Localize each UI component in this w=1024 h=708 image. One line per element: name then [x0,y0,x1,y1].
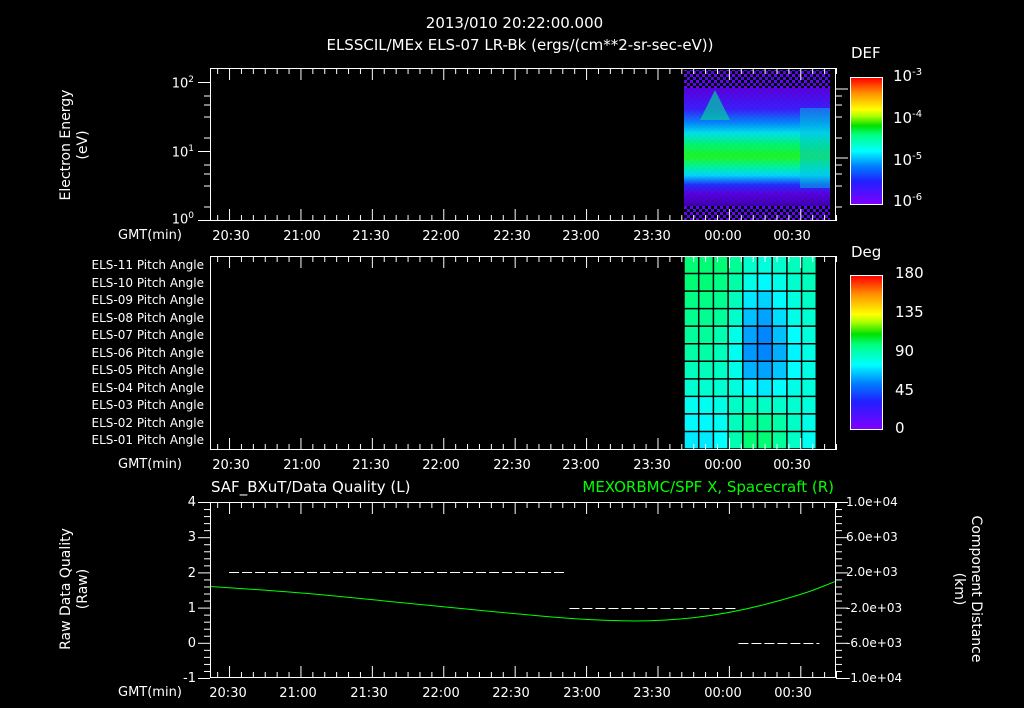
ytick-left-1: 1 [187,601,196,616]
ytick-left-neg1: -1 [183,671,196,686]
ytick-right-neg6e3: -6.0e+03 [846,636,903,650]
quality-ylabel-line2: (Raw) [75,568,91,610]
xtick-2300: 23:00 [562,229,600,244]
ytick-left-3: 3 [187,530,196,545]
deg-colorbar-tick-180: 180 [895,264,924,282]
line-xaxis-label: GMT(min) [118,685,182,700]
row-label-els-06: ELS-06 Pitch Angle [91,345,204,360]
def-colorbar-tick-1e-4: 10-4 [893,109,923,127]
energy-ylabel-line1: Electron Energy [58,89,74,201]
ytick-left-0: 0 [187,636,196,651]
deg-colorbar-tick-90: 90 [895,342,915,360]
xtick-2230: 22:30 [493,458,531,473]
pitch-angle-row-labels: ELS-11 Pitch Angle ELS-10 Pitch Angle EL… [40,256,204,449]
xtick-0030: 00:30 [773,229,811,244]
xtick-2100: 21:00 [279,686,317,701]
energy-ytick-100: 102 [171,75,194,92]
line-plot [209,572,837,644]
xtick-2330: 23:30 [633,229,671,244]
plot-timestamp: 2013/010 20:22:00.000 [425,14,604,32]
def-colorbar-tick-1e-3: 10-3 [893,67,923,85]
energy-xaxis-label: GMT(min) [118,228,182,243]
distance-ylabel-line2: (km) [951,572,967,606]
left-series-title: SAF_BXuT/Data Quality (L) [211,478,411,496]
quality-ylabel: Raw Data Quality (Raw) [58,509,92,669]
pitch-plot-frame [210,256,836,450]
def-colorbar-title: DEF [851,44,881,62]
xtick-2200: 22:00 [422,686,460,701]
plot-subtitle: ELSSCIL/MEx ELS-07 LR-Bk (ergs/(cm**2-sr… [326,36,714,54]
xtick-2130: 21:30 [350,686,388,701]
line-plot-ticks [198,502,848,679]
row-label-els-10: ELS-10 Pitch Angle [91,275,204,290]
ytick-right-2e3: 2.0e+03 [846,565,898,579]
xtick-2130: 21:30 [352,229,390,244]
xtick-2230: 22:30 [492,686,530,701]
energy-ylabel-line2: (eV) [75,130,91,160]
xtick-2300: 23:00 [562,458,600,473]
energy-yaxis-ticks [198,82,848,221]
ytick-right-1e4: 1.0e+04 [846,495,898,509]
xtick-2200: 22:00 [422,229,460,244]
row-label-els-08: ELS-08 Pitch Angle [91,310,204,325]
energy-plot-frame [210,68,836,221]
energy-spectrogram-plot [684,70,830,220]
xtick-2030: 20:30 [212,229,250,244]
energy-ytick-10: 101 [171,144,194,161]
def-colorbar-tick-1e-6: 10-6 [893,192,923,210]
xtick-2100: 21:00 [283,458,321,473]
def-colorbar-tick-1e-5: 10-5 [893,151,923,169]
xtick-2330: 23:30 [633,686,671,701]
xtick-2200: 22:00 [422,458,460,473]
pitch-xaxis-label: GMT(min) [118,457,182,472]
xtick-2030: 20:30 [212,458,250,473]
xtick-2130: 21:30 [352,458,390,473]
xtick-0000: 00:00 [704,686,742,701]
ytick-left-4: 4 [187,495,196,510]
row-label-els-02: ELS-02 Pitch Angle [91,415,204,430]
pitch-xaxis-ticks [217,256,837,450]
distance-ylabel: Component Distance (km) [950,504,984,674]
energy-ylabel: Electron Energy (eV) [58,60,92,230]
xtick-0030: 00:30 [773,458,811,473]
row-label-els-09: ELS-09 Pitch Angle [91,293,204,307]
row-label-els-05: ELS-05 Pitch Angle [91,363,204,377]
energy-ytick-1: 100 [171,211,194,228]
xtick-2100: 21:00 [283,229,321,244]
deg-colorbar-tick-45: 45 [895,381,915,399]
energy-xaxis-ticks [217,68,837,221]
xtick-2230: 22:30 [493,229,531,244]
row-label-els-03: ELS-03 Pitch Angle [91,398,204,412]
xtick-0000: 00:00 [704,458,742,473]
def-colorbar [850,77,883,205]
xtick-0030: 00:30 [774,686,812,701]
ytick-right-6e3: 6.0e+03 [846,530,898,544]
row-label-els-01: ELS-01 Pitch Angle [91,433,204,447]
deg-colorbar [850,275,883,430]
row-label-els-11: ELS-11 Pitch Angle [91,258,204,272]
ytick-right-neg1e4: -1.0e+04 [846,671,903,685]
ytick-right-neg2e3: -2.0e+03 [846,601,903,615]
deg-colorbar-tick-135: 135 [895,303,924,321]
line-plot-frame [210,502,836,678]
row-label-els-04: ELS-04 Pitch Angle [91,380,204,395]
xtick-2030: 20:30 [209,686,247,701]
xtick-2330: 23:30 [633,458,671,473]
distance-ylabel-line1: Component Distance [968,515,984,663]
xtick-2300: 23:00 [563,686,601,701]
row-label-els-07: ELS-07 Pitch Angle [91,328,204,342]
right-series-title: MEXORBMC/SPF X, Spacecraft (R) [582,478,834,496]
xtick-0000: 00:00 [704,229,742,244]
quality-ylabel-line1: Raw Data Quality [58,528,74,650]
deg-colorbar-tick-0: 0 [895,419,905,437]
ytick-left-2: 2 [187,566,196,581]
deg-colorbar-title: Deg [851,243,882,261]
